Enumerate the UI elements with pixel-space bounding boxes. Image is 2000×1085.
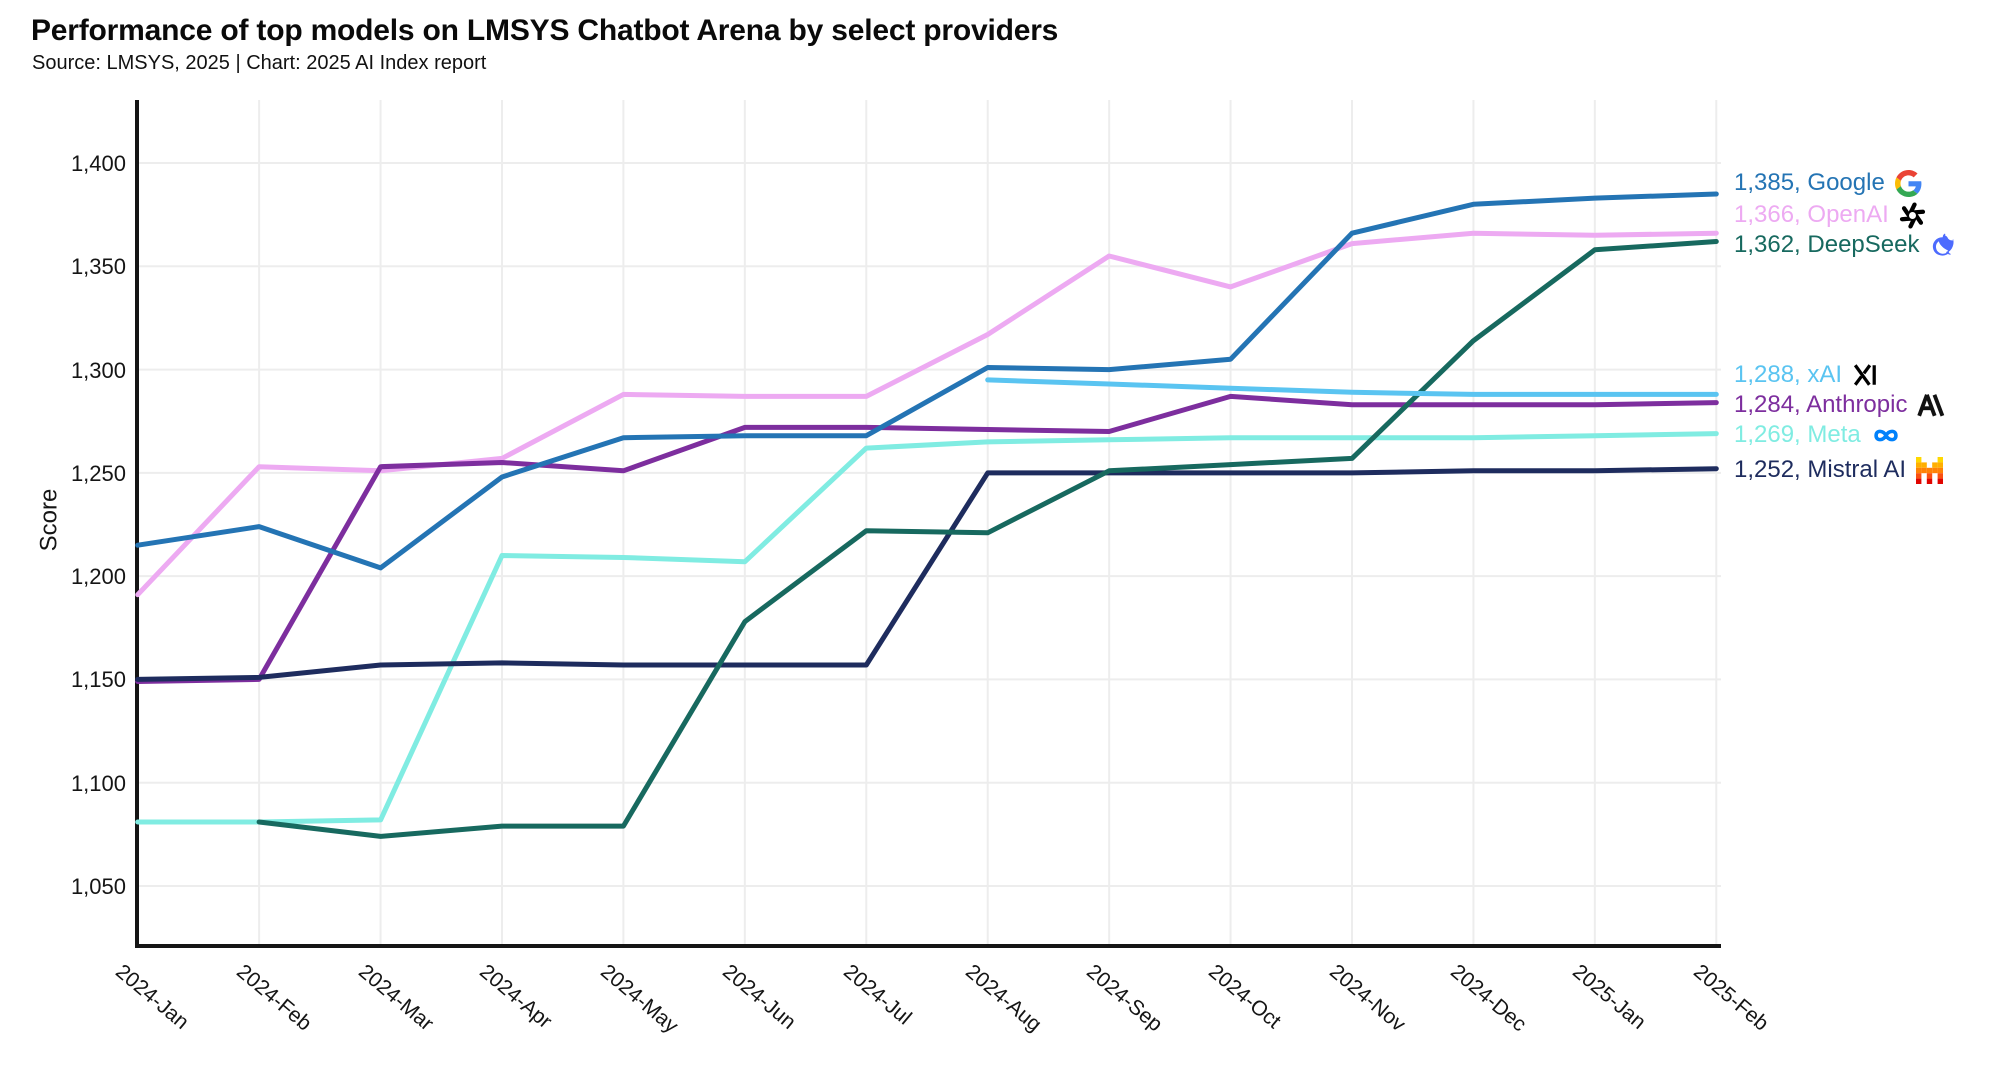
series-line-meta [135, 431, 1719, 825]
end-label-text: 1,252, Mistral AI [1734, 456, 1907, 483]
y-tick-label: 1,300 [70, 357, 126, 383]
series-line-google [135, 191, 1719, 571]
end-label-deepseek: 1,362, DeepSeek [1734, 231, 1957, 259]
anthropic-icon [1917, 392, 1945, 418]
xai-icon [1852, 362, 1878, 388]
google-icon [1894, 169, 1922, 197]
y-tick-label: 1,200 [70, 564, 126, 590]
series-line-openai [135, 230, 1719, 598]
mistral-icon [1916, 456, 1944, 484]
deepseek-icon [1929, 231, 1957, 259]
end-label-google: 1,385, Google [1734, 169, 1922, 197]
end-label-text: 1,288, xAI [1734, 361, 1843, 388]
end-label-openai: 1,366, OpenAI [1734, 201, 1926, 229]
series-line-anthropic [135, 393, 1719, 684]
openai-icon [1899, 201, 1926, 229]
series-line-deepseek [256, 239, 1719, 839]
end-label-text: 1,284, Anthropic [1734, 391, 1908, 418]
y-tick-label: 1,100 [70, 770, 126, 796]
end-label-mistral-ai: 1,252, Mistral AI [1734, 456, 1944, 484]
chart-subtitle: Source: LMSYS, 2025 | Chart: 2025 AI Ind… [32, 52, 487, 74]
meta-icon [1871, 422, 1901, 449]
y-tick-label: 1,350 [70, 254, 126, 280]
end-label-text: 1,362, DeepSeek [1734, 231, 1920, 258]
end-label-text: 1,269, Meta [1734, 421, 1861, 448]
end-label-text: 1,366, OpenAI [1734, 201, 1889, 228]
y-tick-label: 1,050 [70, 873, 126, 899]
end-label-text: 1,385, Google [1734, 169, 1885, 196]
series-line-mistral-ai [135, 466, 1719, 682]
end-label-anthropic: 1,284, Anthropic [1734, 391, 1945, 419]
series-line-xai [985, 377, 1719, 397]
chart-title: Performance of top models on LMSYS Chatb… [31, 14, 1059, 47]
end-label-meta: 1,269, Meta [1734, 421, 1901, 449]
y-tick-label: 1,250 [70, 460, 126, 486]
y-tick-label: 1,400 [70, 151, 126, 176]
y-tick-label: 1,150 [70, 667, 126, 693]
end-label-xai: 1,288, xAI [1734, 361, 1878, 389]
